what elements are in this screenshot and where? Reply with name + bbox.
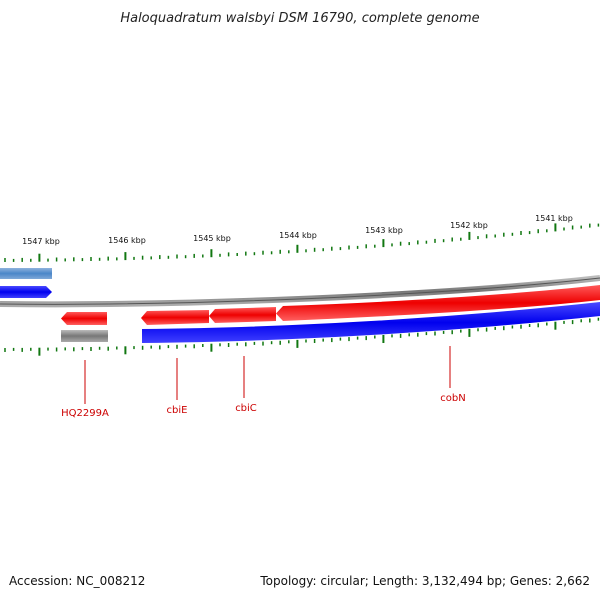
gene-label-cobn: cobN — [440, 393, 465, 404]
gene-cbie-arrow[interactable] — [141, 310, 209, 325]
tick-label: 1542 kbp — [450, 221, 488, 230]
genome-backbone-line — [0, 277, 600, 305]
tick-label: 1546 kbp — [108, 236, 146, 245]
tick-label: 1543 kbp — [365, 226, 403, 235]
tick-label: 1547 kbp — [22, 237, 60, 246]
tick-label: 1545 kbp — [193, 234, 231, 243]
gene-cobn-arrow[interactable] — [276, 285, 600, 321]
map-title: Haloquadratum walsbyi DSM 16790, complet… — [120, 11, 479, 26]
accession-text: Accession: NC_008212 — [9, 574, 146, 588]
outer-tick-ring — [4, 223, 600, 262]
inner-tick-ring — [4, 317, 600, 356]
gene-cbic-arrow[interactable] — [209, 307, 276, 323]
gene-label-cbie: cbiE — [167, 405, 188, 416]
gene-label-cbic: cbiC — [235, 403, 257, 414]
feature-grey[interactable] — [61, 330, 108, 342]
gene-label-hq2299a: HQ2299A — [61, 408, 109, 419]
feature-steel-blue[interactable] — [0, 268, 52, 279]
tick-label: 1544 kbp — [279, 231, 317, 240]
gene-hq2299a-arrow[interactable] — [61, 312, 107, 325]
tick-label: 1541 kbp — [535, 214, 573, 223]
cds-forward-left[interactable] — [0, 286, 52, 298]
topology-text: Topology: circular; Length: 3,132,494 bp… — [260, 574, 590, 588]
cds-band-blue[interactable] — [142, 302, 600, 343]
